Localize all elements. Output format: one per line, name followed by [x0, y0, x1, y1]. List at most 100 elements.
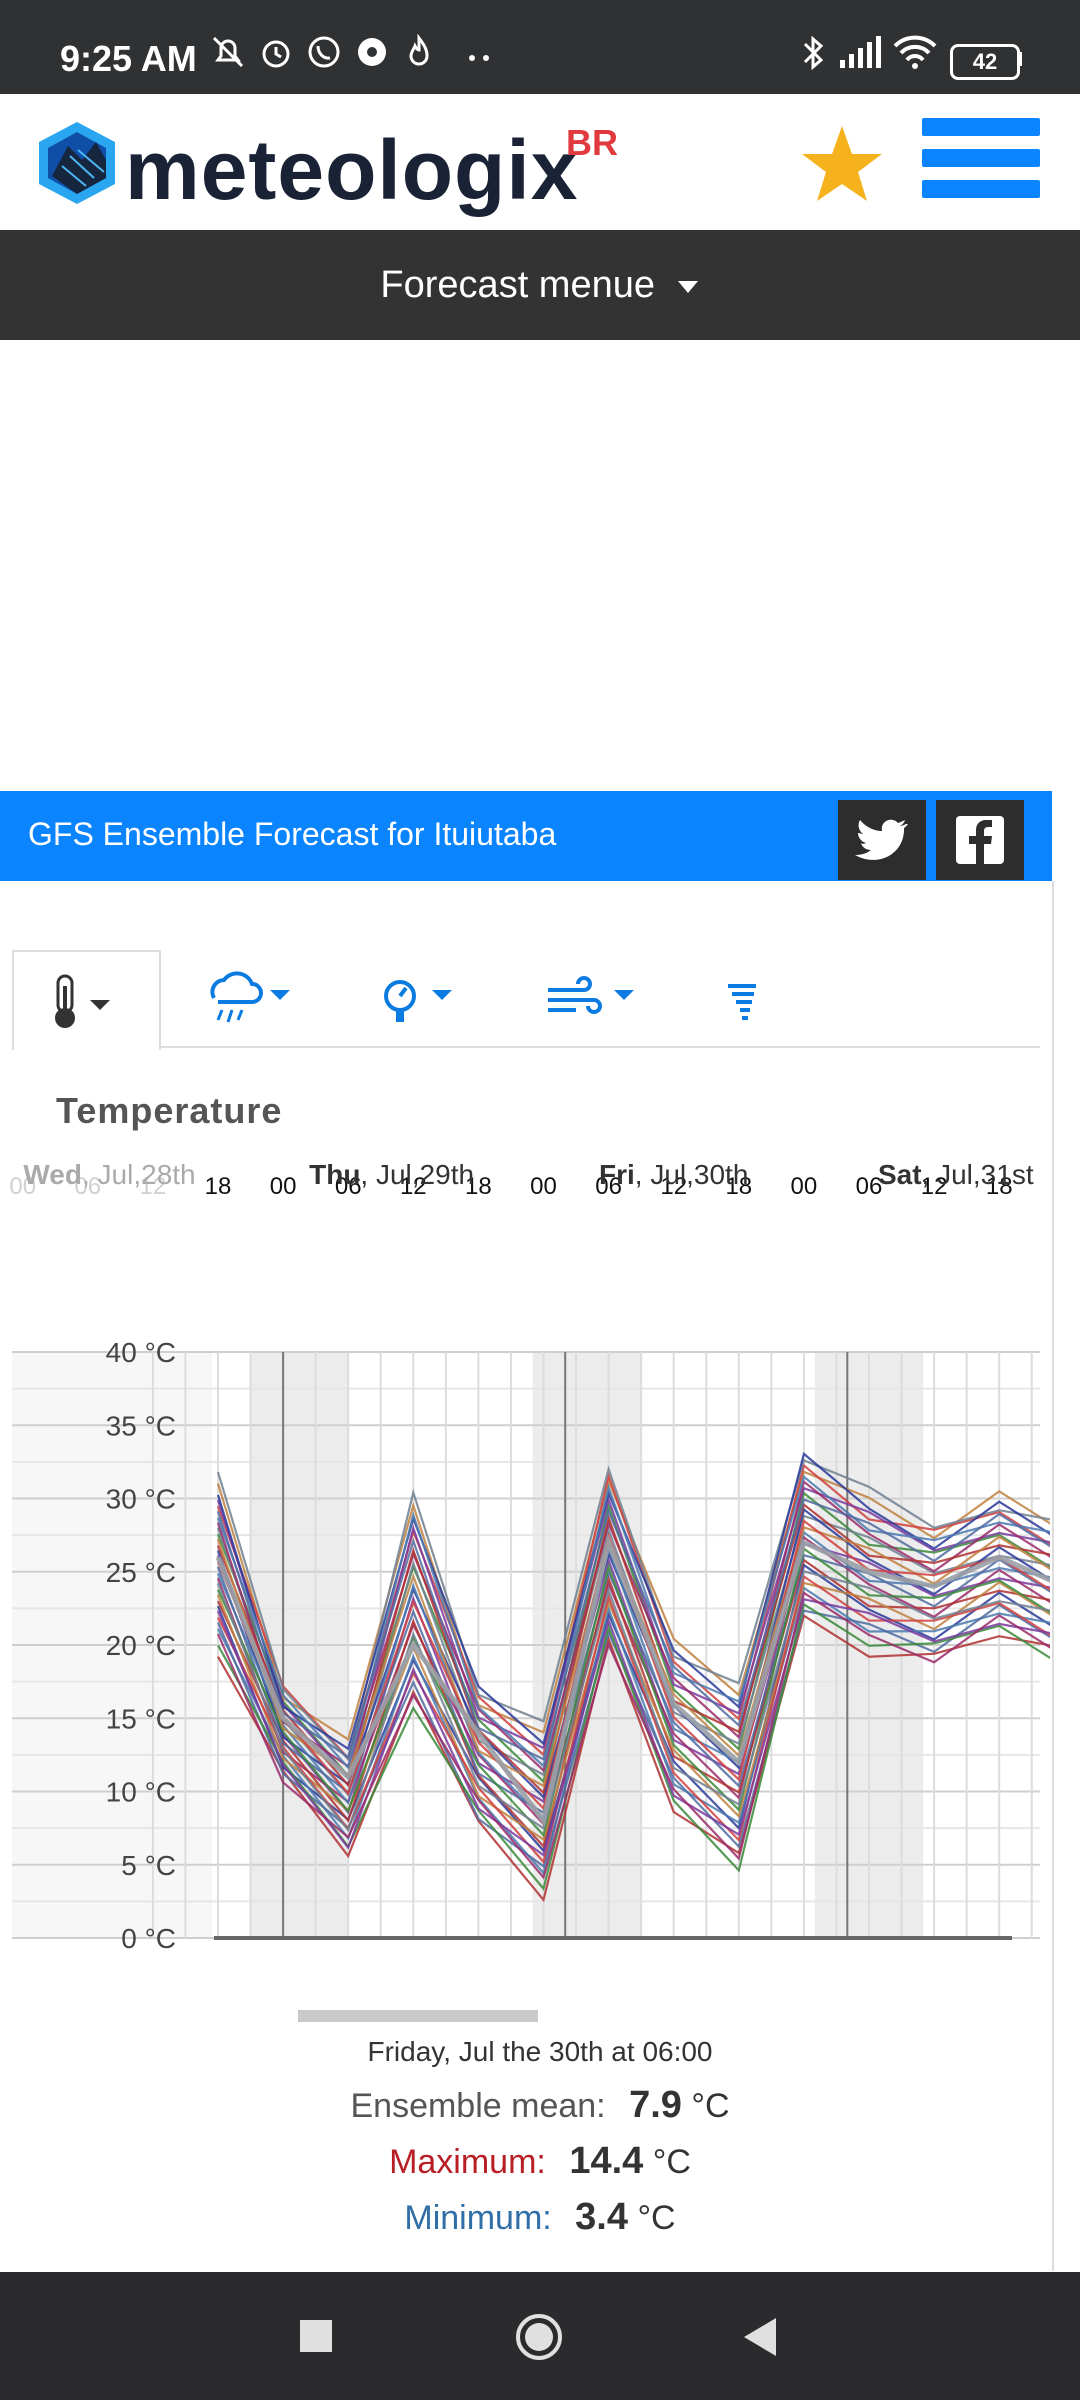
x-day-label: Wed, Jul,28th: [23, 1159, 195, 1190]
back-icon[interactable]: [740, 2316, 780, 2358]
y-axis-labels: 0 °C 5 °C 10 °C 15 °C 20 °C 25 °C 30 °C 35 °C 40…: [106, 1337, 176, 1954]
x-hour-label: 06: [74, 1173, 101, 1200]
x-hour-label: 00: [9, 1173, 36, 1200]
min-label: Minimum:: [404, 2199, 552, 2237]
x-hour-label: 06: [856, 1173, 883, 1200]
y-tick-label: 5 °C: [121, 1850, 176, 1881]
alarm-icon: [262, 40, 290, 68]
max-row: Maximum: 14.4 °C: [0, 2140, 1080, 2183]
x-hour-label: 00: [530, 1173, 557, 1200]
forecast-menu[interactable]: Forecast menue: [0, 230, 1080, 340]
y-tick-label: 15 °C: [106, 1703, 176, 1734]
chart-title: Temperature: [56, 1090, 283, 1131]
min-unit: °C: [637, 2199, 676, 2237]
ensemble-member-line: [216, 1546, 1050, 1838]
logo-icon[interactable]: [34, 120, 120, 206]
mean-label: Ensemble mean:: [350, 2087, 606, 2125]
battery-icon: 42: [950, 44, 1020, 80]
max-label: Maximum:: [389, 2143, 546, 2181]
max-value: 14.4: [569, 2140, 644, 2182]
facebook-icon: [956, 816, 1004, 864]
more-dots-icon: [469, 55, 489, 61]
caret-down-icon: [677, 280, 698, 293]
ensemble-member-line: [216, 1570, 1050, 1833]
ensemble-member-line: [217, 1574, 1050, 1865]
x-day-label: Fri, Jul,30th: [599, 1159, 748, 1190]
ensemble-mean-line: [215, 1534, 1050, 1827]
x-hour-label: 18: [725, 1173, 752, 1200]
hamburger-icon[interactable]: [922, 118, 1040, 198]
max-unit: °C: [652, 2143, 691, 2181]
chart-grid: [12, 1351, 1040, 1940]
whatsapp-icon: [308, 36, 340, 68]
tab-precipitation[interactable]: [204, 962, 294, 1032]
x-axis-day-labels: Wed, Jul,28th Thu, Jul,29th Fri, Jul,30th S…: [23, 1159, 1033, 1190]
x-hour-label: 12: [140, 1173, 167, 1200]
mean-row: Ensemble mean: 7.9 °C: [0, 2084, 1080, 2127]
star-icon[interactable]: [800, 124, 884, 204]
chrome-icon: [358, 38, 386, 66]
ensemble-member-line: [216, 1526, 1050, 1788]
min-row: Minimum: 3.4 °C: [0, 2196, 1080, 2239]
forecast-menu-label: Forecast menue: [380, 264, 655, 306]
tab-temperature[interactable]: [12, 950, 161, 1050]
mute-bell-icon: [212, 36, 244, 68]
selected-date: Friday, Jul the 30th at 06:00: [367, 2036, 713, 2067]
x-day-label: Thu, Jul,29th: [309, 1159, 474, 1190]
x-hour-label: 00: [270, 1173, 297, 1200]
temperature-chart[interactable]: 0 °C 5 °C 10 °C 15 °C 20 °C 25 °C 30 °C 35 °C 40…: [0, 1150, 1050, 1960]
y-tick-label: 35 °C: [106, 1410, 176, 1441]
ensemble-member-line: [216, 1591, 1050, 1880]
banner-title: GFS Ensemble Forecast for Ituiutaba: [28, 816, 557, 852]
y-tick-label: 40 °C: [106, 1337, 176, 1368]
ensemble-member-line: [216, 1470, 1050, 1742]
x-hour-label: 18: [205, 1173, 232, 1200]
battery-level: 42: [972, 49, 998, 74]
ensemble-series: [215, 1451, 1050, 1903]
flame-icon: [409, 34, 429, 66]
bluetooth-icon: [803, 35, 824, 71]
y-tick-label: 30 °C: [106, 1484, 176, 1515]
signal-icon: [840, 36, 881, 68]
wifi-icon: [893, 35, 937, 69]
x-hour-label: 12: [400, 1173, 427, 1200]
thermometer-icon: [55, 974, 110, 1028]
status-time: 9:25 AM: [60, 38, 197, 79]
panel-border: [1052, 881, 1054, 2271]
x-axis-hour-labels: 00 06 12 18 00 06 12 18 00 06 12 18 00 06 12 18: [9, 1173, 1012, 1200]
y-tick-label: 25 °C: [106, 1557, 176, 1588]
tabs-divider: [12, 1046, 1040, 1048]
brand-suffix: BR: [566, 122, 618, 163]
recent-apps-icon[interactable]: [298, 2318, 334, 2354]
mean-unit: °C: [691, 2087, 730, 2125]
tab-pressure[interactable]: [378, 962, 468, 1032]
twitter-icon: [855, 819, 908, 860]
ensemble-member-line: [216, 1498, 1050, 1761]
twitter-button[interactable]: [838, 800, 926, 880]
site-header: meteologix BR: [0, 94, 1080, 230]
chart-scrollbar[interactable]: [298, 2010, 538, 2022]
home-icon[interactable]: [514, 2312, 564, 2362]
brand-name[interactable]: meteologix: [125, 123, 579, 217]
mean-value: 7.9: [629, 2084, 682, 2126]
navigation-bar: [0, 2272, 1080, 2400]
x-hour-label: 06: [595, 1173, 622, 1200]
y-tick-label: 10 °C: [106, 1777, 176, 1808]
forecast-banner: GFS Ensemble Forecast for Ituiutaba: [0, 791, 1052, 881]
tab-tornado[interactable]: [724, 962, 764, 1032]
battery-tip: [1017, 52, 1022, 66]
x-hour-label: 12: [660, 1173, 687, 1200]
x-day-label: Sat, Jul,31st: [878, 1159, 1034, 1190]
x-hour-label: 18: [986, 1173, 1013, 1200]
ensemble-member-line: [216, 1451, 1050, 1751]
status-bar: 9:25 AM 42: [0, 0, 1080, 94]
x-hour-label: 12: [921, 1173, 948, 1200]
ensemble-member-line: [216, 1479, 1050, 1773]
y-tick-label: 0 °C: [121, 1923, 176, 1954]
tab-wind[interactable]: [546, 962, 646, 1032]
facebook-button[interactable]: [936, 800, 1024, 880]
min-value: 3.4: [575, 2196, 628, 2238]
x-hour-label: 06: [335, 1173, 362, 1200]
x-hour-label: 18: [465, 1173, 492, 1200]
x-hour-label: 00: [791, 1173, 818, 1200]
